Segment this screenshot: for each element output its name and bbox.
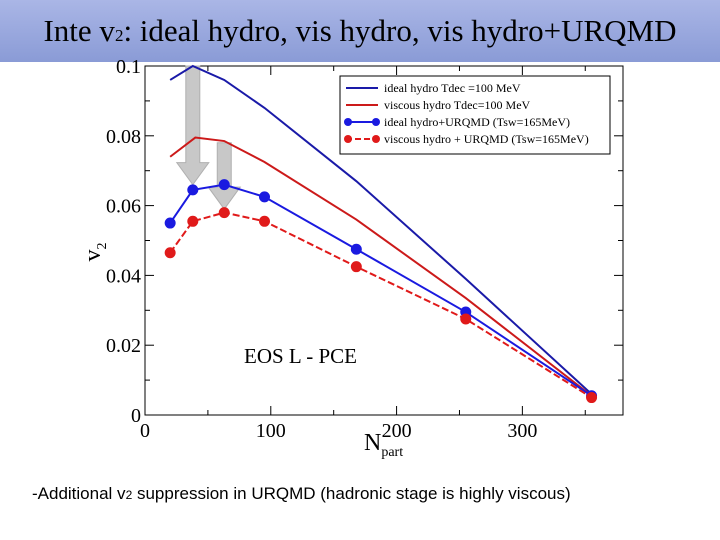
y-tick-label-3: 0.06: [106, 196, 141, 218]
x-tick-label-1: 100: [256, 420, 286, 442]
y-axis-label: v2: [80, 243, 110, 262]
slide-title: Inte v2: ideal hydro, vis hydro, vis hyd…: [43, 13, 676, 49]
series-3-point-6: [586, 392, 598, 404]
series-line-1: [169, 136, 593, 397]
x-tick-label-2: 200: [382, 420, 412, 442]
title-subscript: 2: [114, 26, 124, 45]
legend-marker-2-b: [372, 118, 380, 126]
series-3-point-1: [187, 215, 199, 227]
title-tail: : ideal hydro, vis hydro, vis hydro+URQM…: [123, 13, 677, 48]
legend-label-2: ideal hydro+URQMD (Tsw=165MeV): [384, 115, 570, 129]
series-2-point-0: [164, 217, 176, 229]
series-2-point-3: [259, 191, 270, 203]
x-axis-label: Npart: [364, 430, 403, 460]
series-3-point-0: [164, 247, 176, 259]
title-bar: Inte v2: ideal hydro, vis hydro, vis hyd…: [0, 0, 720, 62]
x-tick-label-0: 0: [140, 420, 150, 442]
footer-lead: -Additional v: [32, 484, 126, 503]
y-tick-label-4: 0.08: [106, 126, 141, 148]
series-line-0: [169, 64, 593, 395]
suppression-arrow-1: [207, 142, 242, 210]
x-tick-label-3: 300: [507, 420, 537, 442]
legend-marker-3-b: [372, 135, 380, 143]
y-tick-label-1: 0.02: [106, 335, 141, 357]
series-2-point-1: [187, 184, 199, 196]
footer-note: -Additional v2 suppression in URQMD (had…: [32, 484, 571, 504]
series-3-point-2: [218, 207, 230, 219]
series-3-point-5: [460, 313, 472, 325]
y-tick-label-2: 0.04: [106, 265, 141, 287]
series-2-point-2: [218, 179, 230, 191]
y-tick-label-0: 0: [131, 405, 141, 427]
legend-box: [339, 75, 611, 155]
legend-marker-3-a: [344, 135, 352, 143]
eos-annotation: EOS L - PCE: [244, 344, 357, 368]
legend-label-1: viscous hydro Tdec=100 MeV: [384, 98, 531, 112]
legend-label-0: ideal hydro Tdec =100 MeV: [384, 81, 521, 95]
legend-marker-2-a: [344, 118, 352, 126]
footer-tail: suppression in URQMD (hadronic stage is …: [132, 484, 571, 503]
footer-subscript: 2: [125, 488, 133, 502]
series-3-point-3: [259, 215, 270, 227]
y-tick-label-5: 0.1: [116, 56, 141, 78]
series-3-point-4: [350, 261, 362, 273]
title-lead: Inte v: [43, 13, 115, 48]
series-2-point-4: [350, 243, 362, 255]
suppression-arrow-0: [175, 65, 210, 186]
legend-label-3: viscous hydro + URQMD (Tsw=165MeV): [384, 132, 589, 146]
